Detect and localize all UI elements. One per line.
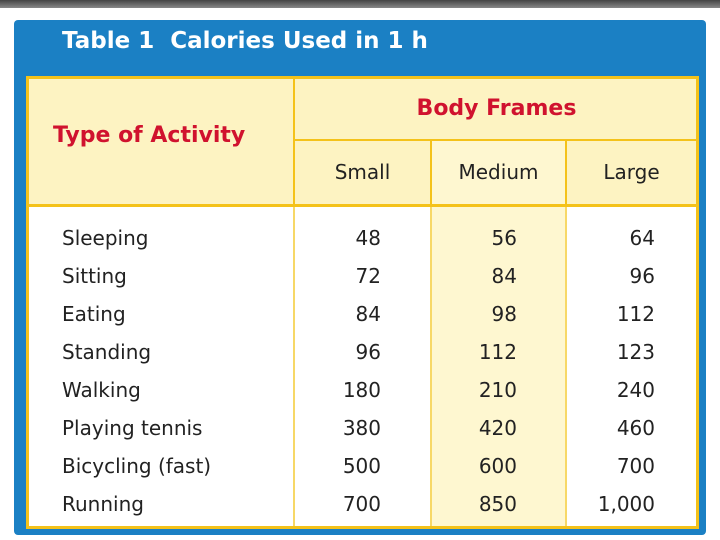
column-divider <box>565 207 567 526</box>
value-cell: 180 <box>342 378 381 402</box>
activity-cell: Walking <box>62 378 141 402</box>
value-cell: 96 <box>629 264 655 288</box>
value-cell: 850 <box>478 492 517 516</box>
value-cell: 96 <box>355 340 381 364</box>
table: Type of Activity Body Frames Small Medium… <box>26 76 699 529</box>
value-cell: 420 <box>478 416 517 440</box>
group-header: Body Frames <box>293 79 698 141</box>
value-cell: 112 <box>616 302 655 326</box>
value-cell: 98 <box>491 302 517 326</box>
column-shade <box>430 207 565 526</box>
value-cell: 500 <box>342 454 381 478</box>
value-cell: 1,000 <box>597 492 655 516</box>
value-cell: 380 <box>342 416 381 440</box>
top-bar <box>0 0 720 8</box>
value-cell: 700 <box>342 492 381 516</box>
value-cell: 210 <box>478 378 517 402</box>
column-divider <box>430 207 432 526</box>
activity-cell: Running <box>62 492 144 516</box>
value-cell: 48 <box>355 226 381 250</box>
value-cell: 240 <box>616 378 655 402</box>
column-header: Large <box>565 141 696 204</box>
column-divider <box>293 207 295 526</box>
column-header: Medium <box>430 141 565 204</box>
activity-cell: Bicycling (fast) <box>62 454 212 478</box>
table-title: Table 1 Calories Used in 1 h <box>62 28 428 54</box>
activity-cell: Sleeping <box>62 226 149 250</box>
activity-cell: Playing tennis <box>62 416 203 440</box>
value-cell: 600 <box>478 454 517 478</box>
activity-cell: Sitting <box>62 264 127 288</box>
value-cell: 72 <box>355 264 381 288</box>
value-cell: 112 <box>478 340 517 364</box>
value-cell: 84 <box>355 302 381 326</box>
value-cell: 123 <box>616 340 655 364</box>
activity-header: Type of Activity <box>53 123 246 148</box>
value-cell: 460 <box>616 416 655 440</box>
value-cell: 56 <box>491 226 517 250</box>
activity-cell: Standing <box>62 340 152 364</box>
column-header: Small <box>293 141 430 204</box>
value-cell: 84 <box>491 264 517 288</box>
value-cell: 700 <box>616 454 655 478</box>
value-cell: 64 <box>629 226 655 250</box>
activity-cell: Eating <box>62 302 126 326</box>
table-header: Type of Activity Body Frames Small Medium… <box>29 79 698 207</box>
